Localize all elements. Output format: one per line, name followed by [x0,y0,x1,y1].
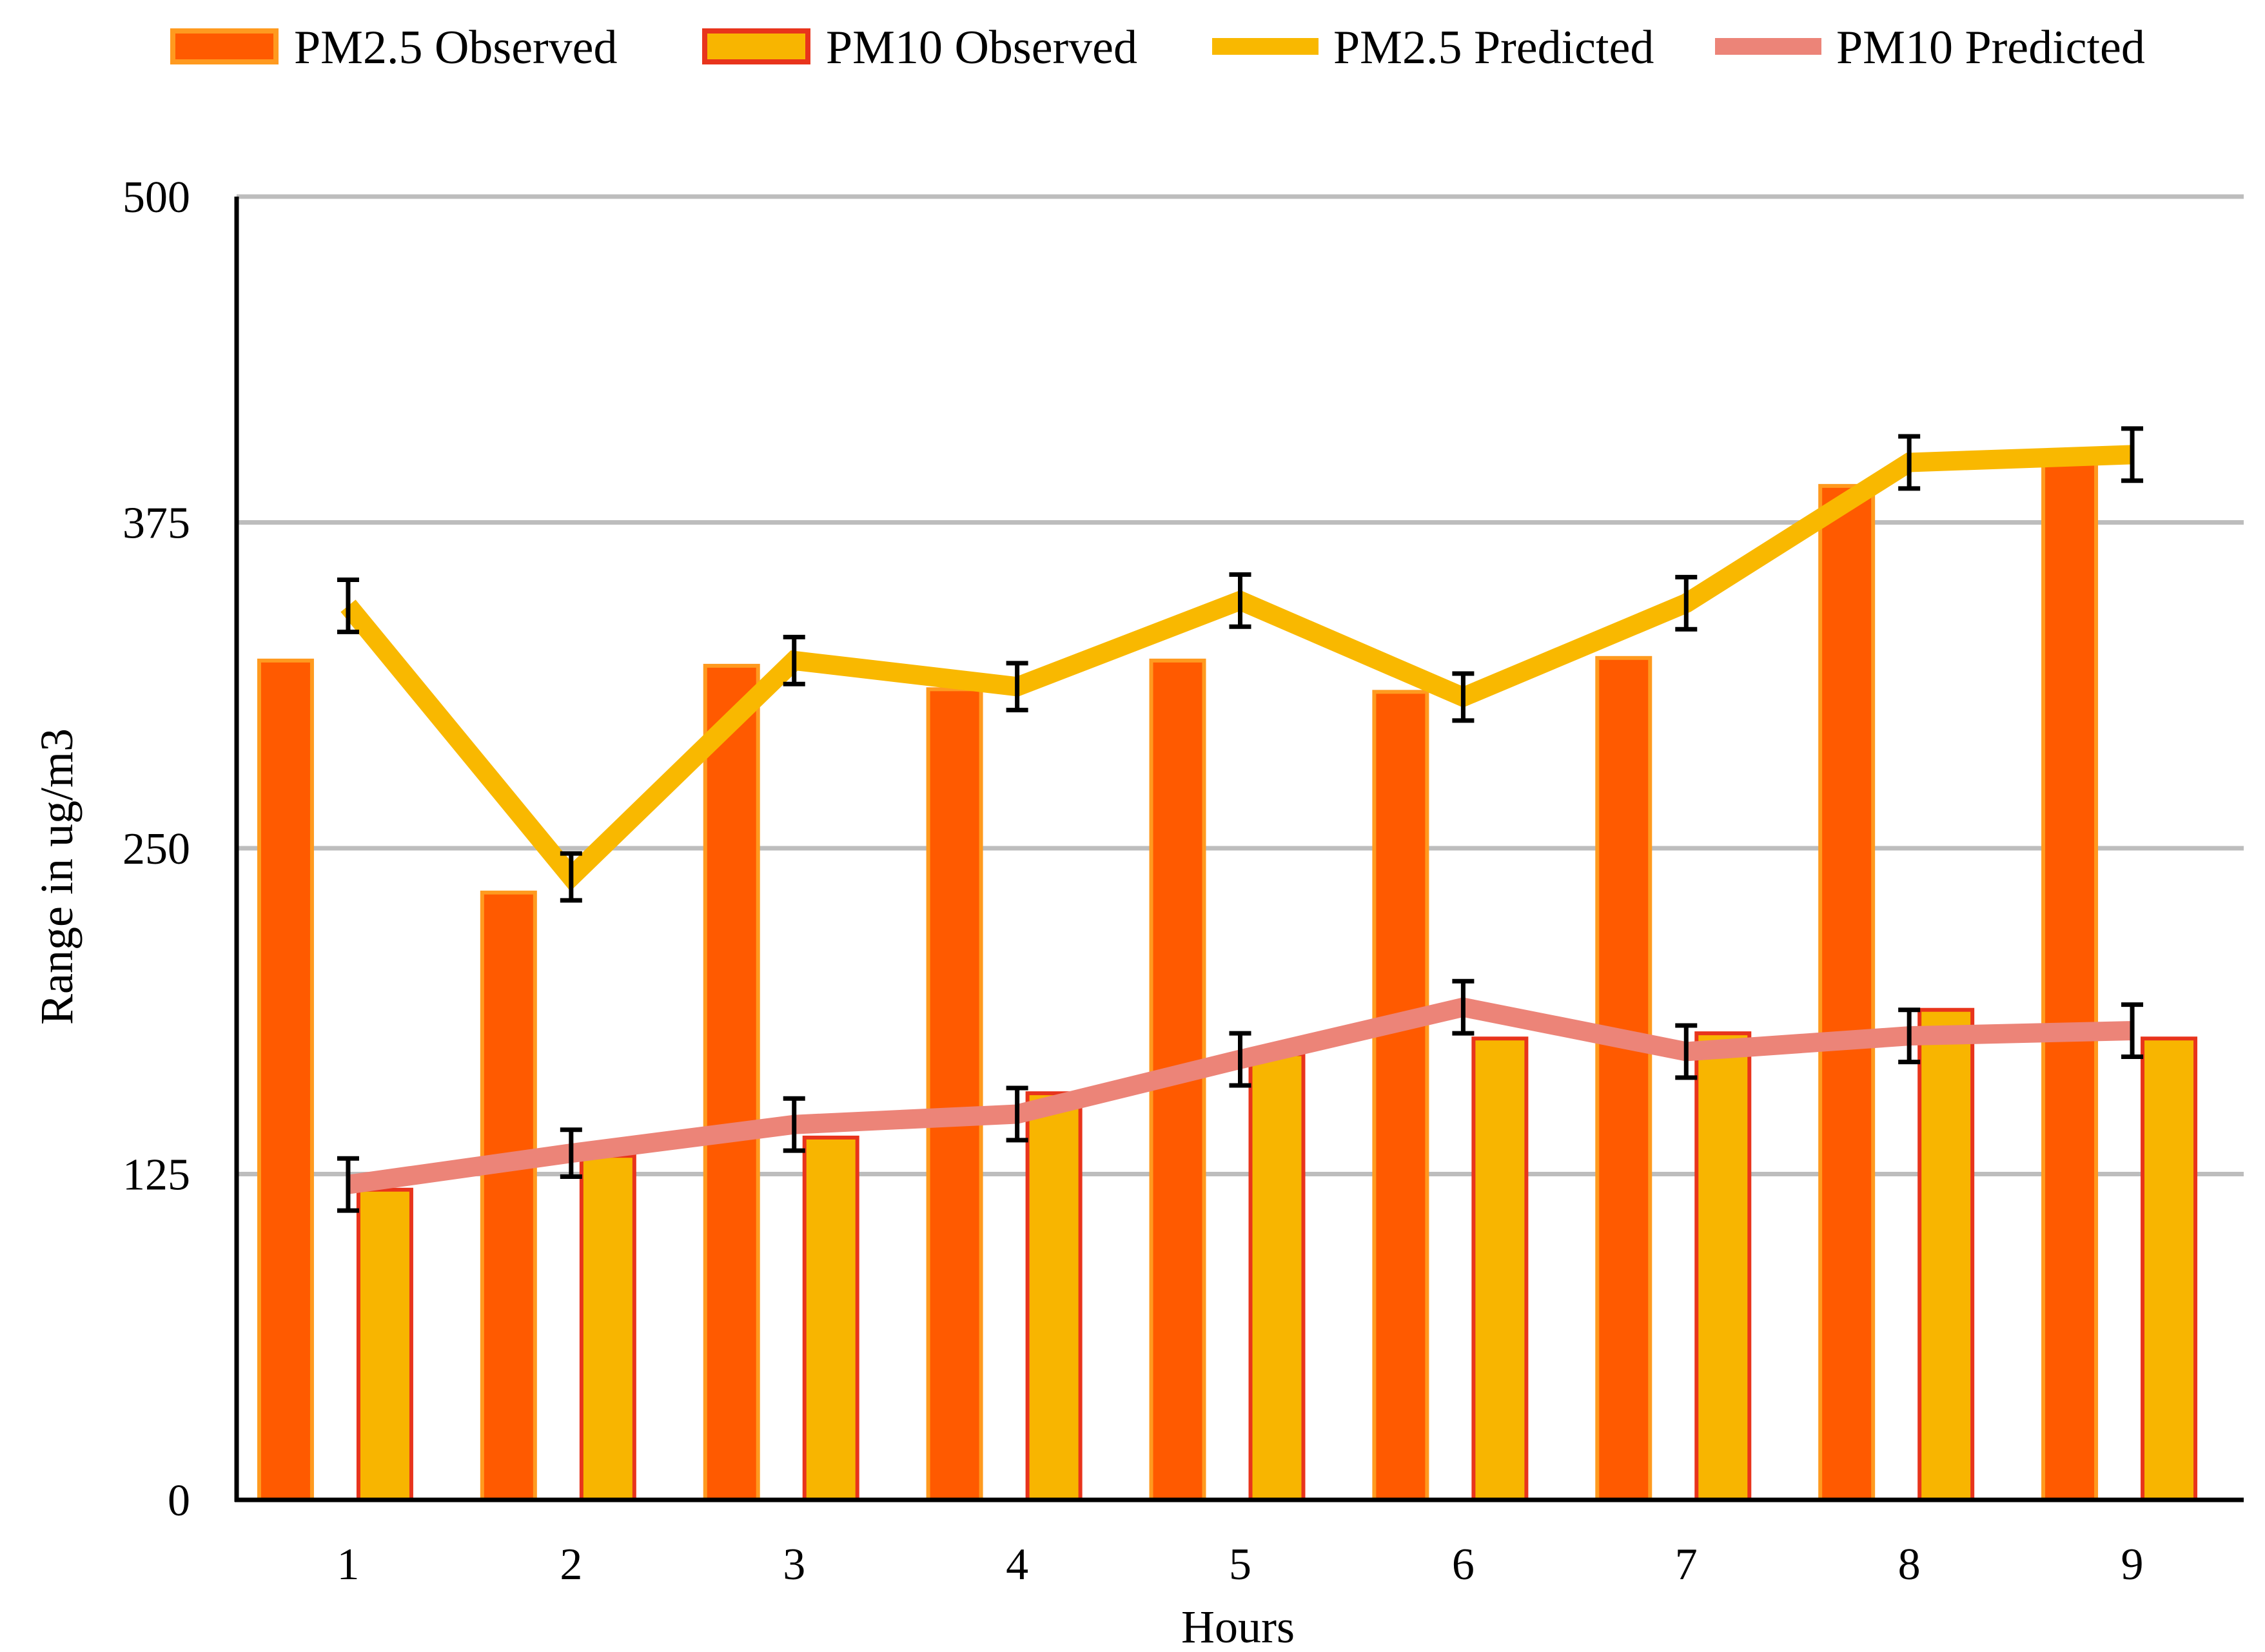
x-axis-title: Hours [1181,1601,1295,1652]
bars [257,455,2198,1502]
legend-entry: PM2.5 Predicted [1333,21,1654,74]
bar [802,1135,859,1502]
x-tick-label: 3 [783,1540,805,1589]
x-tick-label: 8 [1898,1540,1921,1589]
y-axis-title: Range in ug/m3 [31,728,83,1025]
bar [703,663,760,1502]
bar [257,658,314,1502]
tick-labels: 0 125 250 375 500 1 2 3 4 5 6 7 8 9 [123,173,2144,1589]
bar [926,687,983,1502]
bar [356,1187,413,1502]
bar [1025,1091,1083,1502]
x-tick-label: 6 [1452,1540,1475,1589]
bar [1917,1007,1975,1502]
x-tick-label: 9 [2121,1540,2144,1589]
y-tick-label: 250 [123,824,190,874]
legend-swatch [702,28,810,64]
bar [1372,690,1429,1502]
x-tick-label: 2 [560,1540,582,1589]
x-tick-label: 4 [1006,1540,1028,1589]
bar [1248,1052,1306,1502]
legend: PM2.5 Observed PM10 Observed PM2.5 Predict… [170,21,2145,74]
error-bars [337,426,2144,1213]
y-tick-label: 500 [123,173,190,222]
legend-entry: PM2.5 Observed [294,21,618,74]
bar [1471,1036,1529,1502]
bar [480,890,537,1502]
bar [2141,1036,2198,1502]
legend-swatch [170,28,279,64]
y-tick-label: 0 [168,1476,190,1526]
bar [1595,656,1652,1502]
bar [1818,483,1876,1502]
legend-entry: PM10 Predicted [1836,21,2145,74]
y-tick-label: 375 [123,499,190,549]
legend-entry: PM10 Observed [826,21,1137,74]
bar [1694,1031,1752,1502]
y-tick-label: 125 [123,1151,190,1200]
bar [2041,455,2099,1502]
bar [579,1154,636,1502]
x-tick-label: 1 [337,1540,359,1589]
x-tick-label: 5 [1229,1540,1251,1589]
x-tick-label: 7 [1675,1540,1698,1589]
axes [234,197,2244,1502]
